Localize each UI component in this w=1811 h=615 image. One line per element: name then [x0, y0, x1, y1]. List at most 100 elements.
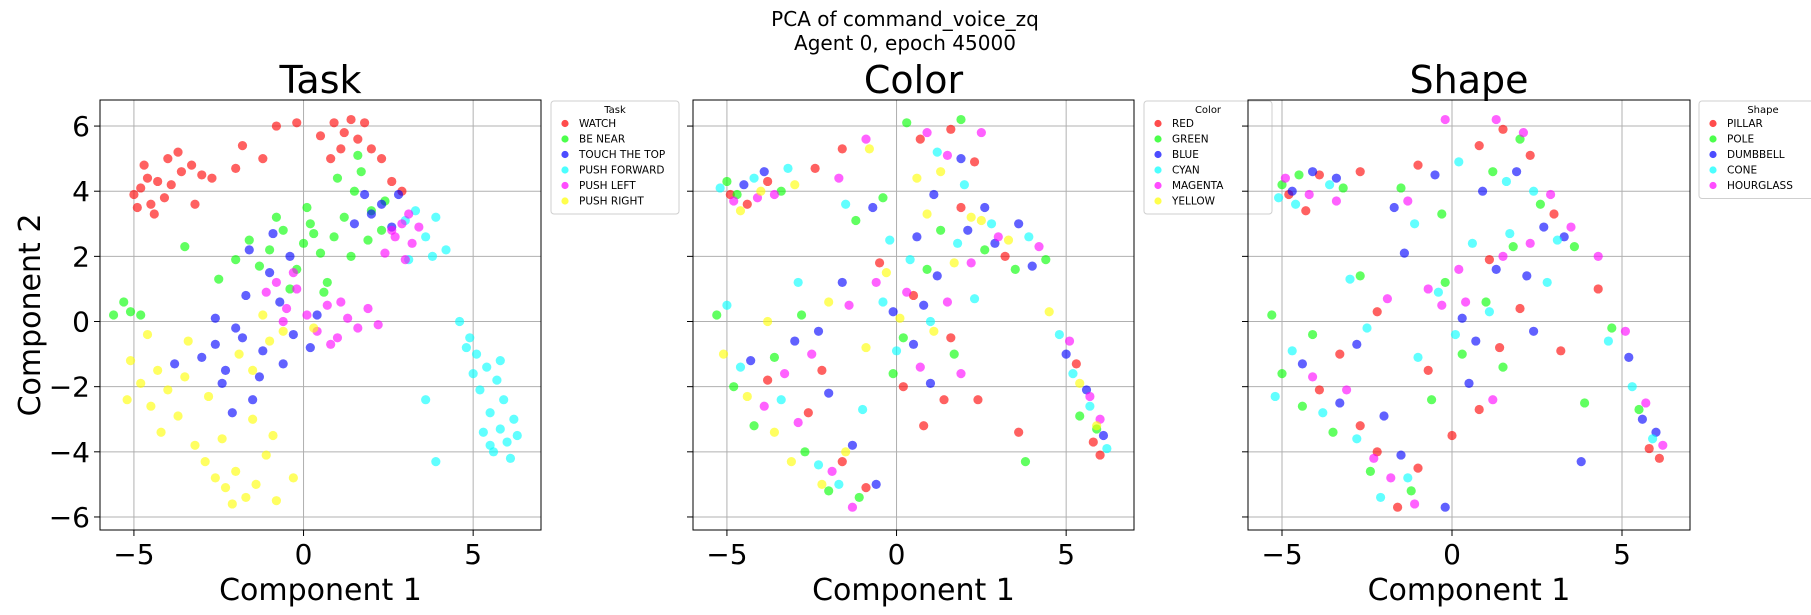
data-point: [1024, 232, 1034, 242]
data-point: [925, 378, 936, 389]
data-point: [248, 365, 258, 375]
data-point: [203, 391, 214, 402]
data-point: [492, 375, 502, 385]
data-point: [813, 326, 824, 336]
data-point: [1382, 294, 1392, 304]
data-point: [1569, 241, 1579, 252]
data-point: [305, 219, 315, 229]
data-point: [248, 395, 258, 405]
data-point: [834, 479, 844, 489]
data-point: [827, 466, 837, 476]
data-point: [309, 323, 319, 333]
data-point: [1437, 300, 1447, 310]
data-point: [499, 395, 509, 405]
data-point: [1641, 398, 1651, 408]
data-point: [803, 408, 813, 418]
data-point: [1403, 473, 1413, 483]
data-point: [956, 114, 966, 125]
data-point: [912, 173, 922, 183]
data-point: [244, 235, 254, 245]
data-point: [227, 499, 237, 509]
data-point: [902, 287, 912, 297]
data-point: [939, 395, 949, 405]
data-point: [1644, 443, 1654, 454]
data-point: [759, 401, 769, 411]
data-point: [980, 202, 990, 213]
data-point: [936, 225, 946, 235]
data-point: [281, 303, 292, 314]
data-point: [878, 193, 888, 203]
y-tick-label: 0: [72, 306, 90, 339]
data-point: [380, 248, 390, 258]
data-point: [1027, 261, 1037, 271]
data-point: [929, 326, 939, 336]
data-point: [512, 430, 522, 441]
data-point: [959, 180, 969, 190]
data-point: [1481, 297, 1491, 307]
axes-frame: [99, 99, 542, 531]
series-red: [725, 124, 1105, 493]
data-point: [471, 349, 482, 359]
data-point: [397, 219, 407, 229]
series-cyan: [715, 147, 1112, 489]
x-tick-label: 0: [295, 538, 313, 571]
data-point: [1352, 434, 1362, 444]
data-point: [1098, 430, 1109, 441]
data-point: [847, 440, 858, 450]
legend-marker: [561, 181, 569, 190]
data-point: [1423, 284, 1433, 294]
data-point: [1396, 450, 1406, 460]
data-point: [1277, 369, 1287, 379]
data-point: [153, 176, 163, 187]
data-point: [1413, 160, 1423, 170]
data-point: [349, 219, 360, 229]
data-point: [275, 297, 285, 307]
data-point: [1061, 349, 1071, 359]
data-point: [495, 424, 505, 434]
data-point: [810, 163, 820, 174]
data-point: [1525, 150, 1535, 160]
data-point: [1102, 443, 1112, 454]
figure-suptitle-line1: PCA of command_voice_zq: [771, 7, 1039, 31]
series-be-near: [108, 150, 390, 320]
data-point: [1440, 502, 1450, 512]
series-touch-the-top: [170, 189, 404, 418]
data-point: [210, 339, 220, 349]
panel-shape: −5 0 5 Shape Component 1 Shape PILLAR POLE DUMBB…: [1242, 58, 1811, 608]
data-point: [834, 173, 844, 183]
data-point: [360, 118, 370, 128]
data-point: [932, 147, 942, 157]
data-point: [1501, 176, 1511, 187]
data-point: [241, 290, 251, 301]
legend-marker: [561, 166, 569, 174]
data-point: [718, 349, 729, 359]
data-point: [1314, 170, 1324, 180]
data-point: [217, 378, 227, 389]
axes-title: Shape: [1410, 58, 1529, 102]
x-axis-label: Component 1: [812, 573, 1015, 608]
data-point: [1549, 209, 1559, 219]
data-point: [180, 241, 190, 252]
data-point: [360, 189, 370, 200]
data-point: [108, 310, 119, 320]
data-point: [1467, 238, 1477, 248]
data-point: [1396, 183, 1406, 193]
data-point: [404, 209, 414, 219]
data-point: [407, 238, 417, 248]
data-point: [166, 180, 176, 190]
data-point: [125, 356, 136, 366]
data-point: [207, 173, 217, 183]
data-point: [1297, 401, 1307, 411]
data-point: [807, 349, 817, 359]
data-point: [1403, 196, 1413, 206]
data-point: [1535, 199, 1545, 209]
data-point: [1342, 385, 1352, 395]
data-point: [756, 186, 766, 196]
data-point: [302, 310, 312, 320]
data-point: [393, 189, 404, 200]
data-point: [1410, 499, 1420, 509]
data-point: [1593, 284, 1603, 294]
data-point: [1505, 228, 1515, 239]
data-point: [349, 186, 360, 196]
